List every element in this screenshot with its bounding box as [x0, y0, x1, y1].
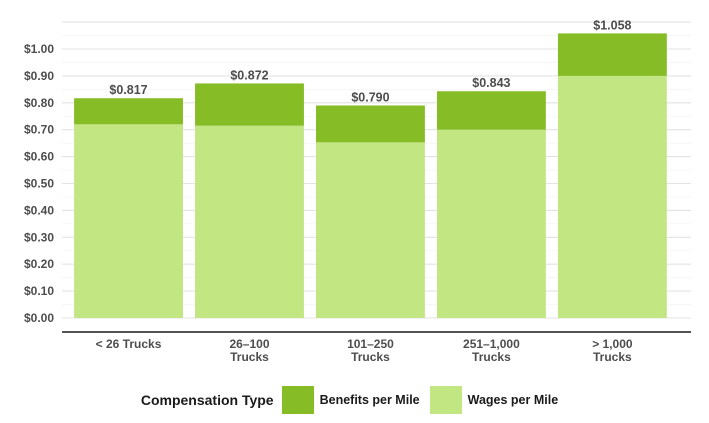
x-tick-label: Trucks	[351, 350, 390, 364]
bar-benefits	[74, 98, 183, 125]
bar-total-label: $0.872	[230, 68, 268, 82]
x-axis-ticks: < 26 Trucks 26–100Trucks101–250Trucks251–…	[96, 337, 633, 364]
y-tick-label: $0.30	[24, 230, 54, 244]
x-tick-label: < 26 Trucks	[96, 337, 162, 351]
legend: Compensation Type Benefits per Mile Wage…	[0, 384, 709, 416]
y-tick-label: $0.90	[24, 69, 54, 83]
y-tick-label: $0.10	[24, 284, 54, 298]
y-tick-label: $0.60	[24, 150, 54, 164]
bar-total-label: $0.843	[472, 76, 510, 90]
y-tick-label: $0.40	[24, 203, 54, 217]
bar-total-label: $1.058	[593, 18, 631, 32]
bar-wages	[436, 129, 546, 318]
bar-benefits	[316, 105, 425, 143]
legend-key-wages	[429, 386, 462, 414]
bar-wages	[74, 124, 183, 318]
x-tick-label: Trucks	[230, 350, 269, 364]
y-tick-label: $0.50	[24, 177, 54, 191]
bar-total-label: $0.790	[351, 90, 389, 104]
x-tick-label: 26–100	[229, 337, 269, 351]
x-tick-label: Trucks	[472, 350, 511, 364]
x-tick-label: Trucks	[593, 350, 632, 364]
x-tick-label: 101–250	[347, 337, 394, 351]
x-tick-label: 251–1,000	[463, 337, 520, 351]
legend-label-benefits: Benefits per Mile	[319, 393, 420, 407]
data-labels: $0.817 $0.872 $0.790 $0.843 $1.058	[109, 18, 631, 104]
bar-benefits	[195, 83, 304, 126]
bar-total-label: $0.817	[109, 83, 147, 97]
y-axis-ticks: $0.00 $0.10 $0.20 $0.30 $0.40 $0.50 $0.60 $0.70…	[24, 42, 54, 325]
bar-benefits	[436, 91, 546, 130]
bars	[74, 33, 667, 319]
y-tick-label: $1.00	[24, 42, 54, 56]
bar-benefits	[557, 33, 667, 76]
bar-wages	[316, 142, 425, 318]
y-tick-label: $0.80	[24, 96, 54, 110]
y-tick-label: $0.70	[24, 123, 54, 137]
legend-key-benefits	[281, 386, 314, 414]
x-tick-label: > 1,000	[592, 337, 633, 351]
legend-title: Compensation Type	[140, 392, 274, 408]
y-tick-label: $0.20	[24, 257, 54, 271]
y-tick-label: $0.00	[24, 311, 54, 325]
legend-label-wages: Wages per Mile	[467, 393, 559, 407]
bar-wages	[557, 75, 667, 319]
bar-wages	[195, 125, 304, 318]
